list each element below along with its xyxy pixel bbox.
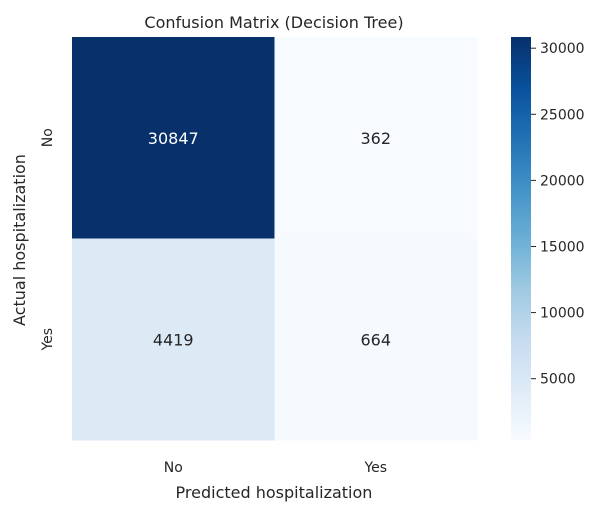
chart-title: Confusion Matrix (Decision Tree) <box>144 13 403 32</box>
y-axis-label: Actual hospitalization <box>10 154 29 326</box>
heatmap-cell <box>72 37 275 239</box>
heatmap-cells <box>72 37 478 441</box>
heatmap-cell <box>72 238 275 441</box>
colorbar-tick-label: 25000 <box>540 107 585 123</box>
cell-value-label: 664 <box>360 330 391 349</box>
y-tick-label: Yes <box>40 328 56 352</box>
colorbar-tick-label: 5000 <box>540 372 576 388</box>
x-tick-label: No <box>164 460 183 476</box>
cell-value-label: 30847 <box>148 129 199 148</box>
heatmap-cell <box>274 238 478 441</box>
colorbar <box>511 37 531 440</box>
cell-value-label: 4419 <box>153 330 194 349</box>
x-tick-labels: No Yes <box>164 460 387 476</box>
colorbar-tick-label: 10000 <box>540 306 585 322</box>
cell-value-labels: 30847 362 4419 664 <box>148 129 391 350</box>
y-tick-label: No <box>40 128 56 147</box>
x-axis-label: Predicted hospitalization <box>176 483 373 502</box>
heatmap-cell <box>274 37 478 239</box>
colorbar-tick-label: 15000 <box>540 239 585 255</box>
cell-value-label: 362 <box>360 129 391 148</box>
colorbar-tick-label: 30000 <box>540 41 585 57</box>
y-tick-labels: No Yes <box>40 128 56 351</box>
colorbar-tick-label: 20000 <box>540 173 585 189</box>
x-tick-label: Yes <box>363 460 387 476</box>
colorbar-ticks: 5000 10000 15000 20000 25000 30000 <box>531 41 585 388</box>
